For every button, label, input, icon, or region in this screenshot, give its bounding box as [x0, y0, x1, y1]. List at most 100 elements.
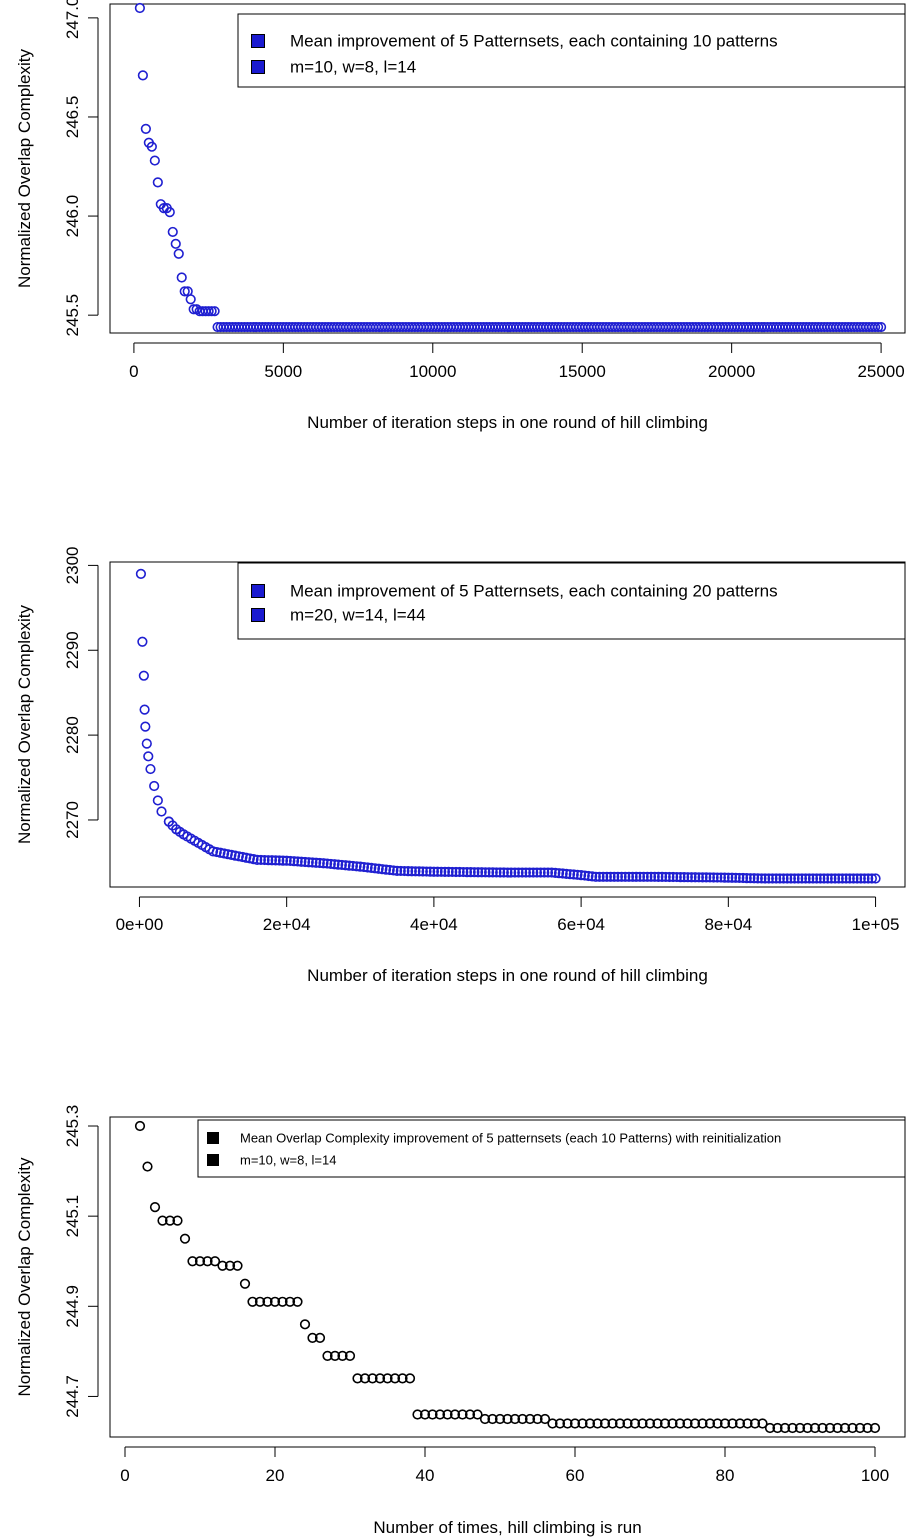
data-point: [701, 872, 712, 883]
data-point: [157, 1215, 168, 1226]
data-point: [277, 855, 289, 866]
data-point: [359, 1373, 371, 1384]
data-point: [464, 1409, 476, 1420]
data-point: [779, 1422, 791, 1434]
data-point: [817, 1422, 828, 1434]
data-points: [134, 2, 887, 333]
data-point: [358, 861, 370, 873]
data-point: [222, 849, 233, 860]
data-point: [656, 871, 668, 883]
chart-1: 0 5000 10000 15000 20000 25000 Number of itera…: [15, 0, 906, 432]
data-point: [217, 1260, 228, 1271]
data-point: [592, 1418, 603, 1429]
data-point: [299, 1319, 311, 1330]
data-point: [447, 866, 458, 878]
data-point: [789, 873, 800, 884]
data-point: [395, 865, 406, 877]
data-point: [715, 872, 727, 883]
data-point: [351, 861, 362, 872]
data-point: [450, 866, 462, 878]
data-point: [839, 1422, 851, 1434]
data-point: [479, 1413, 491, 1425]
data-point: [491, 867, 502, 878]
data-point: [660, 871, 671, 883]
data-point: [577, 1418, 588, 1429]
data-point: [472, 867, 484, 878]
data-point: [380, 864, 392, 875]
data-point: [314, 1332, 326, 1343]
data-point: [873, 321, 884, 333]
data-point: [584, 1418, 596, 1429]
legend: Mean improvement of 5 Patternsets, each …: [237, 562, 906, 640]
data-point: [564, 869, 576, 880]
data-point: [800, 873, 811, 884]
data-point: [389, 1373, 401, 1384]
data-point: [412, 1409, 423, 1420]
data-point: [259, 854, 270, 866]
data-point: [550, 867, 561, 878]
data-point: [727, 1418, 738, 1429]
y-tick-label: 244.7: [63, 1375, 82, 1418]
x-tick-label: 5000: [264, 362, 302, 381]
data-point: [704, 872, 716, 883]
data-point: [547, 1418, 558, 1429]
data-point: [134, 1120, 146, 1132]
data-point: [142, 1161, 153, 1172]
data-point: [605, 871, 616, 882]
data-point: [601, 871, 612, 882]
x-tick-label: 80: [716, 1466, 735, 1485]
data-point: [344, 860, 355, 871]
data-point: [612, 871, 624, 882]
data-point: [218, 848, 230, 859]
data-point: [397, 1373, 408, 1384]
data-point: [659, 1418, 671, 1429]
data-point: [322, 858, 333, 869]
data-point: [568, 869, 579, 880]
data-point: [829, 873, 841, 884]
data-point: [607, 1418, 618, 1429]
data-point: [187, 1256, 198, 1267]
chart-3: 0 20 40 60 80 100 Number of times, hill climbi…: [15, 1105, 906, 1537]
data-point: [737, 872, 749, 884]
data-point: [734, 1418, 746, 1429]
data-point: [723, 872, 734, 883]
data-point: [139, 704, 150, 715]
data-point: [629, 1418, 641, 1429]
data-point: [203, 306, 214, 317]
data-point: [506, 867, 517, 878]
y-tick-label: 245.1: [63, 1195, 82, 1238]
data-point: [726, 872, 738, 883]
x-axis: 0 20 40 60 80 100: [120, 1446, 889, 1485]
data-point: [869, 1422, 881, 1434]
data-point: [745, 873, 756, 884]
data-point: [337, 1350, 348, 1361]
data-point: [855, 873, 866, 884]
data-point: [248, 854, 259, 865]
data-point: [675, 872, 686, 883]
data-point: [569, 1418, 581, 1429]
data-point: [333, 859, 344, 870]
data-point: [652, 1418, 663, 1429]
data-point: [303, 857, 314, 868]
data-point: [674, 1418, 686, 1429]
y-tick-label: 2270: [63, 801, 82, 839]
data-point: [318, 858, 329, 869]
data-point: [352, 1373, 363, 1384]
data-point: [498, 867, 509, 878]
y-axis: 2270 2280 2290 2300: [63, 546, 99, 839]
data-point: [209, 1256, 221, 1267]
legend-entry: Mean improvement of 5 Patternsets, each …: [290, 32, 778, 51]
y-axis-title: Normalized Overlap Complexity: [15, 48, 34, 288]
data-point: [870, 873, 881, 884]
data-point: [734, 872, 745, 884]
data-point: [284, 1296, 296, 1307]
data-point: [531, 867, 543, 878]
data-point: [487, 1413, 498, 1425]
data-point: [211, 846, 222, 858]
data-point: [807, 873, 819, 884]
legend-entry: Mean Overlap Complexity improvement of 5…: [240, 1131, 781, 1146]
legend: Mean Overlap Complexity improvement of 5…: [197, 1119, 906, 1178]
data-point: [344, 1350, 356, 1361]
y-tick-label: 244.9: [63, 1285, 82, 1328]
data-point: [427, 1409, 438, 1420]
